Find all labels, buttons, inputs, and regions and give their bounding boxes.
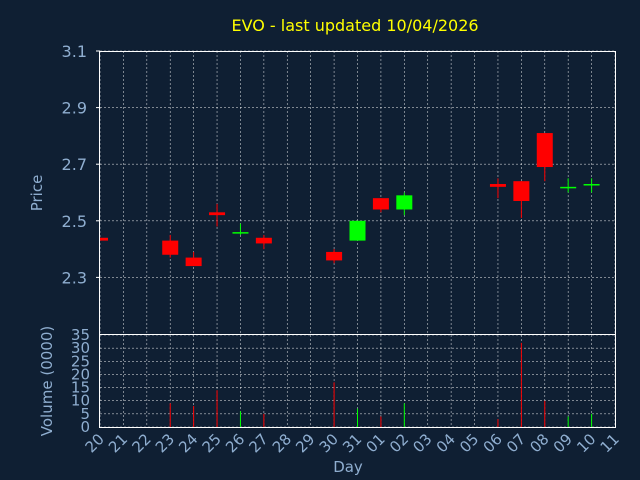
x-tick-label: 10 [573, 430, 599, 456]
candle-body [513, 181, 530, 201]
candle-body [396, 195, 413, 210]
x-tick-label: 07 [503, 430, 529, 456]
x-tick-labels: 2021222324252627282930310102030405060708… [82, 430, 623, 456]
x-tick-label: 24 [175, 430, 201, 456]
candle-body [560, 186, 577, 189]
x-tick-label: 01 [363, 430, 389, 456]
volume-tick-label: 30 [71, 339, 90, 357]
x-tick-label: 28 [269, 430, 295, 456]
price-tick-labels: 2.3 2.5 2.7 2.9 3.1 [62, 42, 100, 287]
candle-body [536, 133, 553, 168]
x-tick-label: 31 [339, 430, 365, 456]
candle-body [162, 240, 179, 255]
volume-frame [99, 334, 616, 428]
volume-tick-label: 10 [71, 392, 90, 410]
price-tick-label: 2.7 [62, 155, 87, 174]
x-tick-label: 22 [128, 430, 154, 456]
volume-tick-label: 5 [80, 405, 90, 423]
x-tick-label: 05 [456, 430, 482, 456]
x-tick-label: 03 [409, 430, 435, 456]
x-tick-label: 27 [245, 430, 271, 456]
candle-body [583, 184, 600, 186]
candle-body [349, 220, 366, 241]
candle-body [232, 232, 249, 234]
x-tick-label: 11 [597, 430, 623, 456]
x-tick-label: 21 [105, 430, 131, 456]
volume-tick-label: 25 [71, 352, 90, 370]
candle-body [372, 198, 389, 210]
candle-body [100, 237, 108, 241]
volume-axis-label: Volume (0000) [38, 326, 56, 436]
volume-tick-label: 35 [71, 326, 90, 344]
volume-tick-label: 15 [71, 379, 90, 397]
x-tick-label: 09 [550, 430, 576, 456]
price-tick-label: 2.5 [62, 212, 87, 231]
price-tick-label: 2.9 [62, 99, 87, 118]
x-tick-label: 30 [316, 430, 342, 456]
x-tick-label: 26 [222, 430, 248, 456]
x-tick-label: 23 [152, 430, 178, 456]
x-tick-label: 25 [199, 430, 225, 456]
candle-body [185, 257, 202, 267]
x-tick-label: 06 [480, 430, 506, 456]
price-candles [99, 133, 600, 267]
volume-bars [169, 342, 593, 427]
price-tick-label: 2.3 [62, 268, 87, 287]
x-tick-label: 02 [386, 430, 412, 456]
candle-body [255, 237, 272, 244]
price-panel: 2.3 2.5 2.7 2.9 3.1 Price [28, 42, 616, 335]
x-tick-label: 29 [292, 430, 318, 456]
price-tick-label: 3.1 [62, 42, 87, 61]
chart-title: EVO - last updated 10/04/2026 [231, 16, 478, 35]
candle-body [489, 184, 506, 187]
volume-tick-label: 20 [71, 365, 90, 383]
candle-body [209, 212, 226, 216]
price-axis-label: Price [28, 175, 46, 212]
candle-body [326, 251, 343, 261]
volume-tick-label: 0 [80, 418, 90, 436]
price-grid [99, 50, 616, 334]
x-tick-label: 08 [526, 430, 552, 456]
x-tick-label: 04 [433, 430, 459, 456]
x-axis-label: Day [333, 458, 363, 476]
